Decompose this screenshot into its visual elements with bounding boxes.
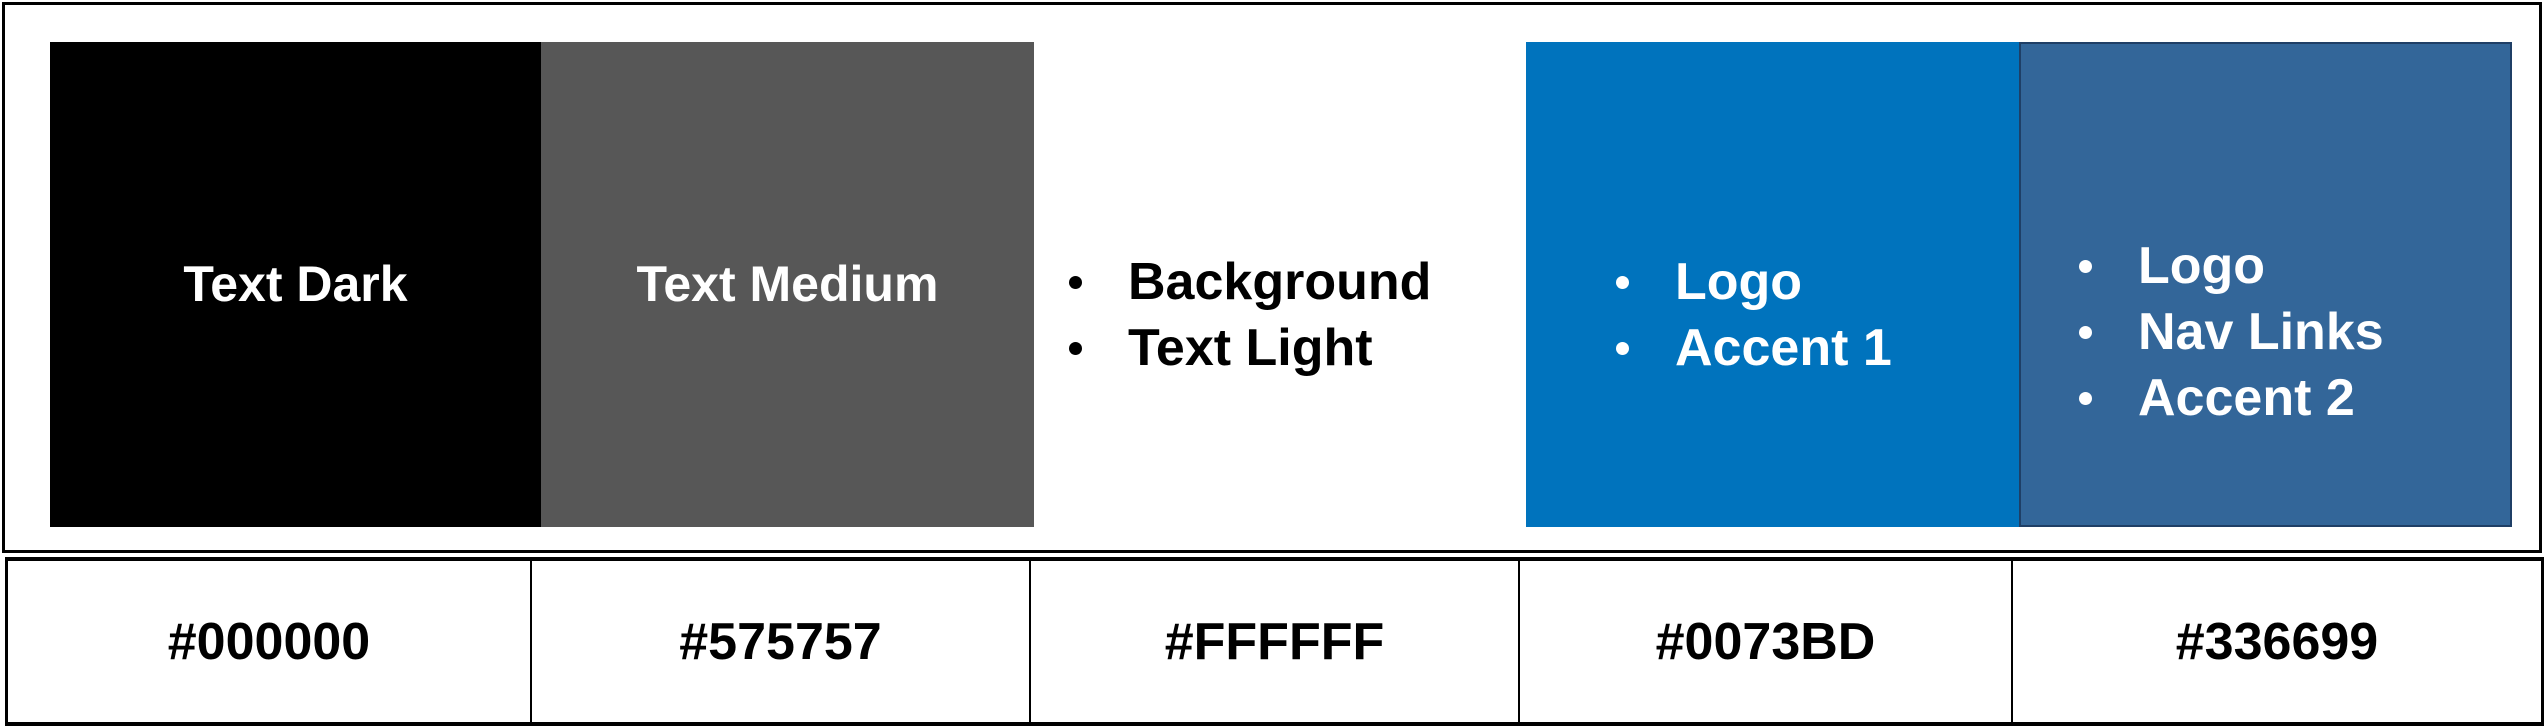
swatch-accent-2: Logo Nav Links Accent 2 <box>2019 42 2512 527</box>
usage-list: Logo Nav Links Accent 2 <box>2079 233 2384 431</box>
hex-code-cell: #575757 <box>532 561 1031 722</box>
usage-label: Accent 1 <box>1675 319 1892 377</box>
usage-label: Background <box>1128 253 1432 311</box>
bullet-icon <box>1069 275 1082 289</box>
color-palette-frame: Text Dark Text Medium Background Text Li… <box>2 2 2542 553</box>
bullet-icon <box>2079 391 2092 405</box>
usage-label: Text Light <box>1128 319 1373 377</box>
usage-label: Nav Links <box>2138 303 2384 361</box>
bullet-icon <box>1069 341 1082 355</box>
bullet-icon <box>2079 259 2092 273</box>
usage-label: Logo <box>1675 253 1803 311</box>
hex-code-cell: #000000 <box>8 561 532 722</box>
list-item: Logo <box>1616 249 1892 315</box>
hex-code-cell: #336699 <box>2175 612 2379 671</box>
list-item: Accent 1 <box>1616 315 1892 381</box>
hex-code-cell: #0073BD <box>1520 561 2013 722</box>
list-item: Logo <box>2079 233 2384 299</box>
hex-code-cell: #FFFFFF <box>1031 561 1520 722</box>
list-item: Background <box>1069 249 1431 315</box>
list-item: Nav Links <box>2079 299 2384 365</box>
list-item: Text Light <box>1069 315 1431 381</box>
bullet-icon <box>2079 325 2092 339</box>
swatch-label: Text Dark <box>183 255 408 312</box>
swatch-background: Background Text Light <box>1034 42 1526 527</box>
swatch-row: Text Dark Text Medium Background Text Li… <box>50 42 2512 527</box>
hex-code-table: #000000 #575757 #FFFFFF #0073BD #336699 <box>5 557 2544 726</box>
bullet-icon <box>1616 275 1629 289</box>
swatch-accent-1: Logo Accent 1 <box>1526 42 2019 527</box>
bullet-icon <box>1616 341 1629 355</box>
usage-list: Logo Accent 1 <box>1616 249 1892 381</box>
usage-label: Logo <box>2138 237 2266 295</box>
swatch-label: Text Medium <box>636 255 939 312</box>
swatch-text-medium: Text Medium <box>541 42 1034 527</box>
list-item: Accent 2 <box>2079 365 2384 431</box>
usage-list: Background Text Light <box>1069 249 1431 381</box>
usage-label: Accent 2 <box>2138 369 2355 427</box>
swatch-text-dark: Text Dark <box>50 42 541 527</box>
